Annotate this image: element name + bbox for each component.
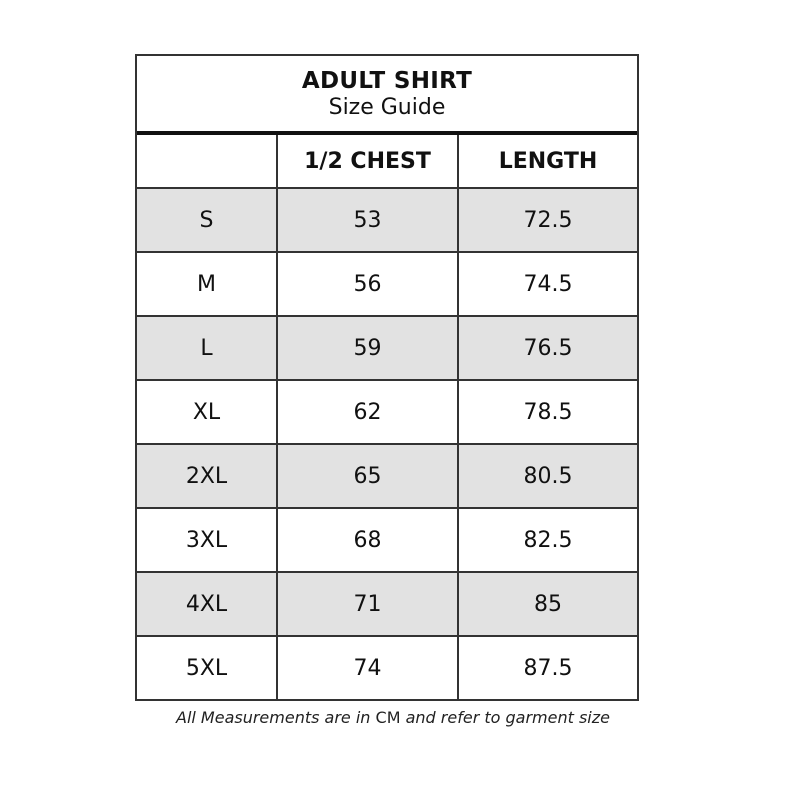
- header-row: 1/2 CHEST LENGTH: [137, 135, 637, 189]
- chest-cell: 56: [278, 253, 459, 315]
- size-cell: 5XL: [137, 637, 278, 699]
- footnote-after: and refer to garment size: [400, 708, 610, 727]
- chest-cell: 53: [278, 189, 459, 251]
- header-length: LENGTH: [498, 148, 598, 174]
- size-cell: L: [137, 317, 278, 379]
- length-cell: 82.5: [523, 527, 573, 553]
- size-guide-table: ADULT SHIRT Size Guide 1/2 CHEST LENGTH …: [135, 54, 639, 701]
- size-cell: M: [137, 253, 278, 315]
- chest-cell: 59: [278, 317, 459, 379]
- footnote-before: All Measurements are in: [176, 708, 376, 727]
- chest-cell: 65: [278, 445, 459, 507]
- table-title: ADULT SHIRT Size Guide: [137, 56, 637, 135]
- chest-cell: 62: [278, 381, 459, 443]
- size-cell: 3XL: [137, 509, 278, 571]
- length-cell: 74.5: [523, 271, 573, 297]
- table-row: 4XL 71 85: [137, 573, 637, 637]
- footnote-unit: CM: [375, 708, 401, 727]
- length-cell: 85: [534, 591, 562, 617]
- footnote: All Measurements are in CM and refer to …: [0, 708, 786, 727]
- table-row: 2XL 65 80.5: [137, 445, 637, 509]
- size-cell: XL: [137, 381, 278, 443]
- chest-cell: 68: [278, 509, 459, 571]
- table-row: S 53 72.5: [137, 189, 637, 253]
- table-row: M 56 74.5: [137, 253, 637, 317]
- table-row: XL 62 78.5: [137, 381, 637, 445]
- chest-cell: 74: [278, 637, 459, 699]
- title-main: ADULT SHIRT: [301, 68, 473, 94]
- length-cell: 76.5: [523, 335, 573, 361]
- length-cell: 87.5: [523, 655, 573, 681]
- header-chest: 1/2 CHEST: [278, 135, 459, 187]
- title-sub: Size Guide: [328, 95, 446, 120]
- table-row: L 59 76.5: [137, 317, 637, 381]
- table-row: 5XL 74 87.5: [137, 637, 637, 699]
- size-cell: S: [137, 189, 278, 251]
- length-cell: 78.5: [523, 399, 573, 425]
- chest-cell: 71: [278, 573, 459, 635]
- size-cell: 2XL: [137, 445, 278, 507]
- length-cell: 80.5: [523, 463, 573, 489]
- size-cell: 4XL: [137, 573, 278, 635]
- table-row: 3XL 68 82.5: [137, 509, 637, 573]
- length-cell: 72.5: [523, 207, 573, 233]
- header-size: [137, 135, 278, 187]
